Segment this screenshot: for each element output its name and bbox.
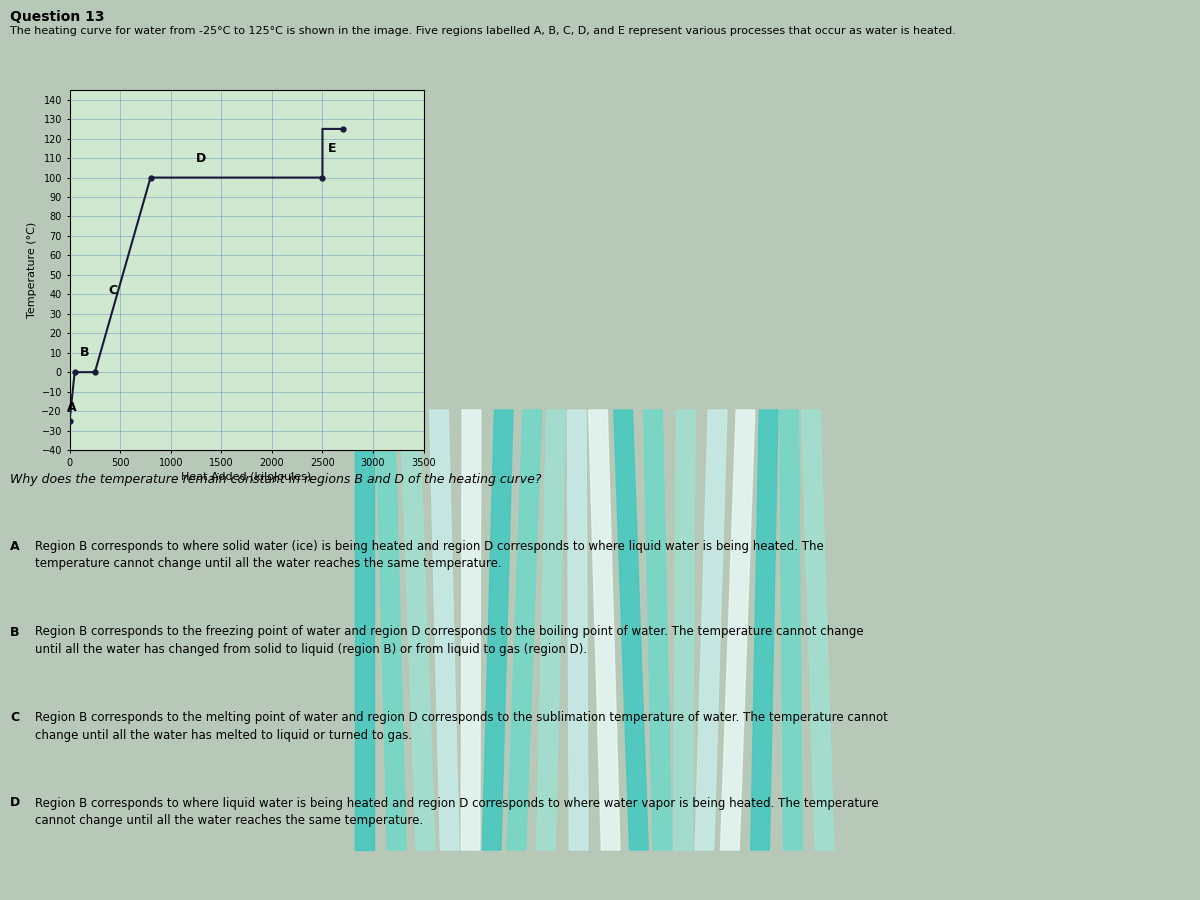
Polygon shape <box>780 410 802 850</box>
Text: The heating curve for water from -25°C to 125°C is shown in the image. Five regi: The heating curve for water from -25°C t… <box>10 26 956 36</box>
Text: Why does the temperature remain constant in regions B and D of the heating curve: Why does the temperature remain constant… <box>10 472 541 485</box>
Polygon shape <box>720 410 755 850</box>
Polygon shape <box>508 410 541 850</box>
Polygon shape <box>376 410 406 850</box>
Text: A: A <box>10 540 19 553</box>
Polygon shape <box>673 410 695 850</box>
Polygon shape <box>536 410 565 850</box>
Polygon shape <box>613 410 648 850</box>
Text: Region B corresponds to where solid water (ice) is being heated and region D cor: Region B corresponds to where solid wate… <box>35 540 823 571</box>
X-axis label: Heat Added (kiloJoules): Heat Added (kiloJoules) <box>181 472 312 482</box>
Text: Region B corresponds to where liquid water is being heated and region D correspo: Region B corresponds to where liquid wat… <box>35 796 878 827</box>
Polygon shape <box>568 410 588 850</box>
Polygon shape <box>461 410 481 850</box>
Polygon shape <box>401 410 434 850</box>
Text: C: C <box>10 711 19 724</box>
Polygon shape <box>589 410 620 850</box>
Text: Region B corresponds to the melting point of water and region D corresponds to t: Region B corresponds to the melting poin… <box>35 711 888 742</box>
Polygon shape <box>695 410 727 850</box>
Text: Region B corresponds to the freezing point of water and region D corresponds to : Region B corresponds to the freezing poi… <box>35 626 864 656</box>
Polygon shape <box>643 410 672 850</box>
Text: B: B <box>80 346 90 359</box>
Polygon shape <box>802 410 834 850</box>
Text: D: D <box>10 796 20 809</box>
Polygon shape <box>751 410 778 850</box>
Polygon shape <box>482 410 514 850</box>
Text: E: E <box>329 142 337 155</box>
Text: Question 13: Question 13 <box>10 10 104 24</box>
Polygon shape <box>430 410 460 850</box>
Text: A: A <box>67 400 77 414</box>
Text: D: D <box>196 151 206 165</box>
Y-axis label: Temperature (°C): Temperature (°C) <box>28 222 37 318</box>
Text: B: B <box>10 626 19 638</box>
Text: C: C <box>108 284 118 297</box>
Polygon shape <box>355 410 373 850</box>
